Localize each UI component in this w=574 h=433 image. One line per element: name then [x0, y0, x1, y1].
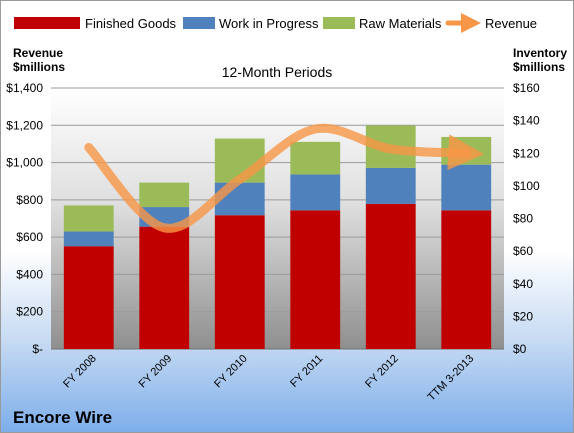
revenue-line-group [84, 123, 485, 233]
left-tick-label: $200 [16, 305, 43, 319]
left-axis-title-line2: $millions [13, 60, 65, 74]
left-tick-label: $400 [16, 267, 43, 281]
x-tick-label: FY 2008 [61, 353, 99, 391]
right-tick-label: $160 [513, 81, 540, 95]
company-name: Encore Wire [13, 408, 112, 427]
bar-finished-goods [290, 210, 341, 349]
legend-label-raw-materials: Raw Materials [359, 16, 442, 31]
legend-label-finished-goods: Finished Goods [85, 16, 177, 31]
legend-swatch-raw-materials [323, 17, 355, 29]
legend-label-revenue: Revenue [485, 16, 537, 31]
right-tick-label: $120 [513, 146, 540, 160]
x-tick-label: FY 2009 [137, 353, 175, 391]
x-tick-label: FY 2012 [363, 353, 401, 391]
x-tick-label: TTM 3-2013 [426, 353, 477, 404]
right-tick-label: $140 [513, 114, 540, 128]
left-tick-label: $800 [16, 193, 43, 207]
right-tick-label: $60 [513, 244, 533, 258]
bar-finished-goods [365, 203, 416, 349]
right-axis-title-line2: $millions [513, 60, 565, 74]
left-tick-label: $1,200 [6, 118, 43, 132]
x-tick-label: FY 2010 [212, 353, 250, 391]
bar-raw-materials [290, 141, 341, 175]
left-tick-label: $1,400 [6, 81, 43, 95]
left-tick-label: $600 [16, 230, 43, 244]
right-tick-label: $100 [513, 179, 540, 193]
right-tick-label: $40 [513, 277, 533, 291]
bar-raw-materials [63, 205, 114, 232]
legend-label-work-in-progress: Work in Progress [219, 16, 319, 31]
left-tick-label: $- [32, 342, 43, 356]
bar-finished-goods [441, 210, 492, 349]
right-axis-title-line1: Inventory [513, 46, 567, 60]
bar-work-in-progress [63, 231, 114, 247]
bar-work-in-progress [290, 174, 341, 211]
chart-subtitle: 12-Month Periods [222, 64, 333, 80]
legend-swatch-finished-goods [14, 17, 80, 29]
right-axis: $0 $20 $40 $60 $80 $100 $120 $140 $160 [513, 81, 540, 356]
plot-area [51, 88, 504, 349]
left-tick-label: $1,000 [6, 156, 43, 170]
revenue-line [84, 123, 485, 233]
bar-finished-goods [63, 246, 114, 349]
left-axis-title-line1: Revenue [13, 46, 63, 60]
bar-finished-goods [214, 215, 265, 349]
right-tick-label: $0 [513, 342, 527, 356]
bar-work-in-progress [365, 167, 416, 204]
x-axis: FY 2008 FY 2009 FY 2010 FY 2011 FY 2012 TTM 3… [61, 353, 476, 404]
legend-swatch-work-in-progress [183, 17, 215, 29]
right-tick-label: $80 [513, 212, 533, 226]
x-tick-label: FY 2011 [288, 353, 325, 390]
bar-finished-goods [139, 226, 190, 349]
right-tick-label: $20 [513, 309, 533, 323]
left-axis: $- $200 $400 $600 $800 $1,000 $1,200 $1,400 [6, 81, 43, 356]
legend: Finished Goods Work in Progress Raw Mate… [14, 13, 537, 33]
bar-raw-materials [139, 182, 190, 208]
bar-work-in-progress [441, 164, 492, 211]
